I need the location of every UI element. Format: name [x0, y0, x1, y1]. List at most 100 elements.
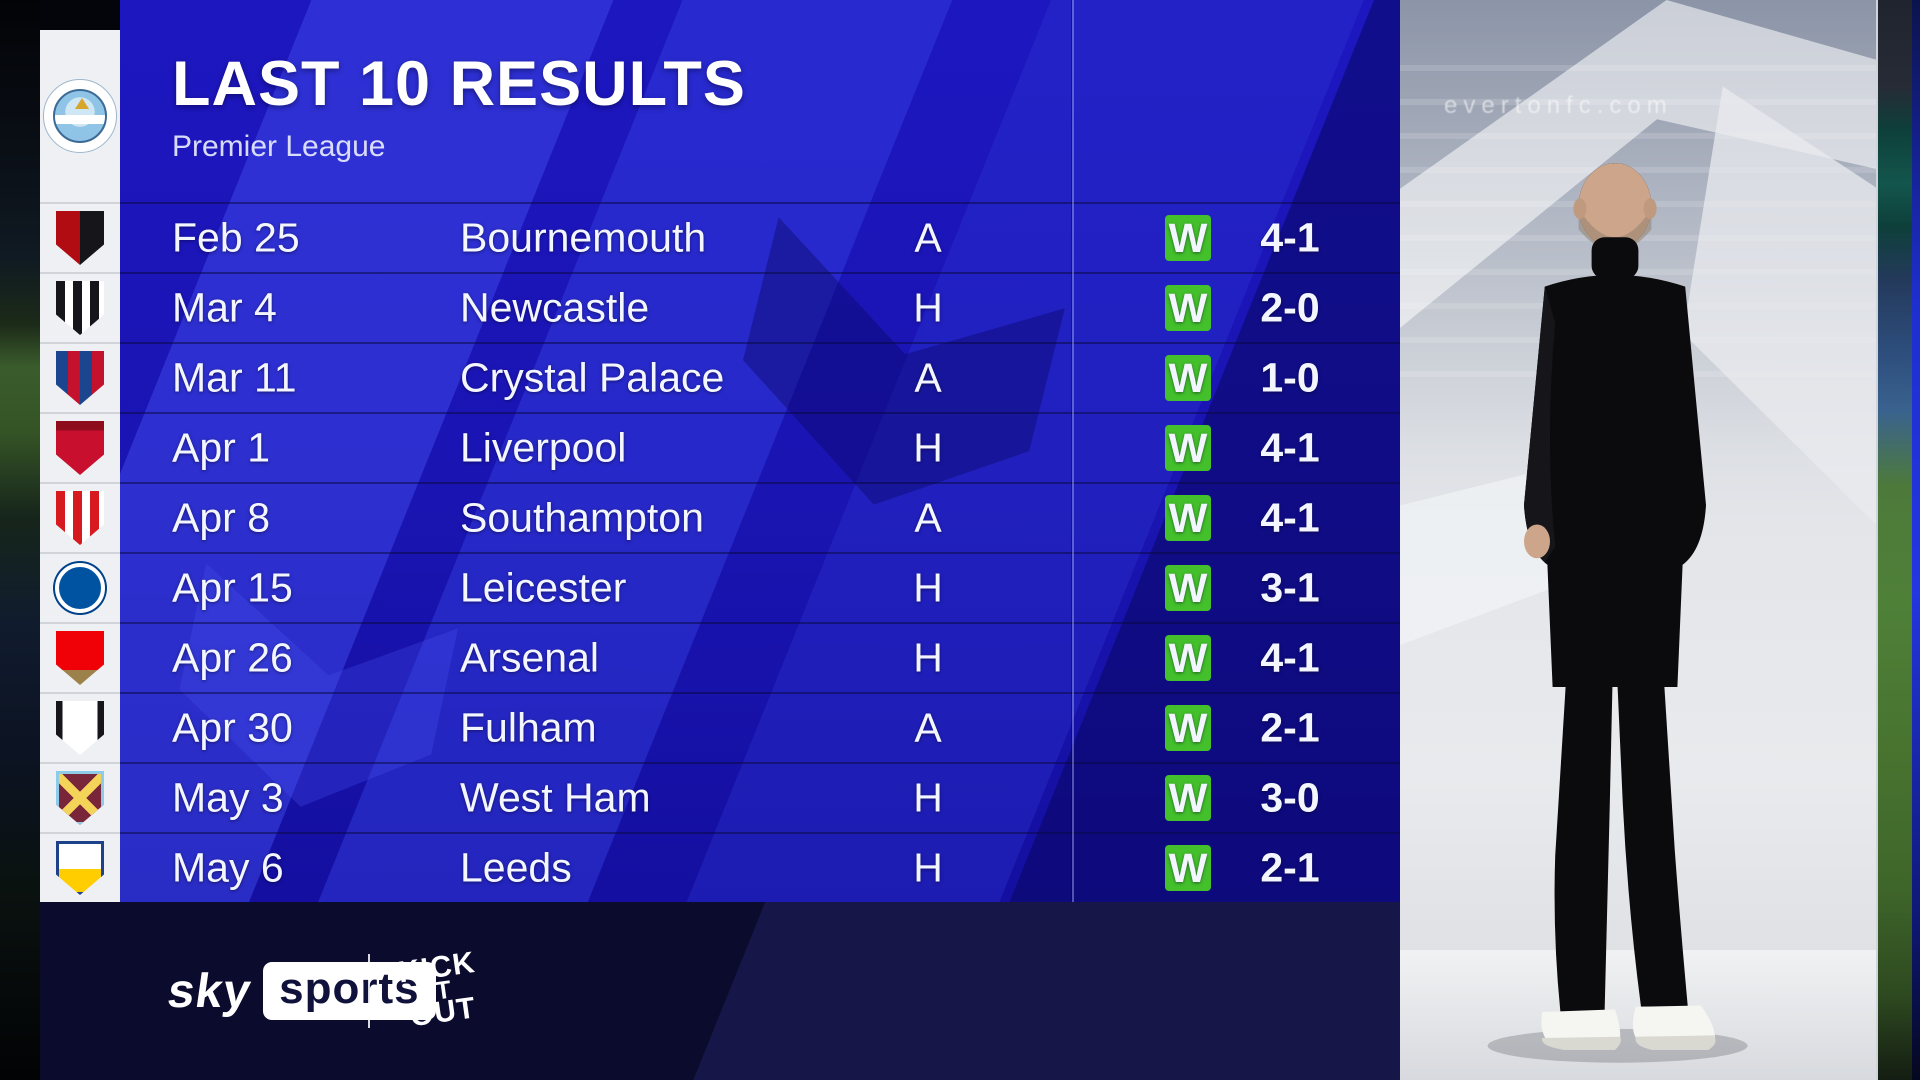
win-badge: W — [1165, 775, 1211, 821]
leeds-badge-icon — [56, 841, 104, 895]
stadium-watermark-text: evertonfc.com — [1444, 92, 1673, 119]
result-row: May 3 West Ham H W 3-0 — [120, 762, 1400, 832]
match-score: 2-0 — [1260, 284, 1320, 331]
crest-liverpool — [40, 412, 120, 482]
liverpool-badge-icon — [56, 421, 104, 475]
results-panel: LAST 10 RESULTS Premier League Feb 25 Bo… — [120, 0, 1400, 902]
match-score: 2-1 — [1260, 844, 1320, 891]
footer-strip: sky sports KICK IT OUT — [40, 902, 1400, 1080]
panel-header: LAST 10 RESULTS Premier League — [172, 48, 746, 164]
crest-arsenal — [40, 622, 120, 692]
page-title: LAST 10 RESULTS — [172, 49, 746, 119]
crest-crystal-palace — [40, 342, 120, 412]
win-badge: W — [1165, 635, 1211, 681]
result-row: Feb 25 Bournemouth A W 4-1 — [120, 202, 1400, 272]
home-away-indicator: A — [914, 214, 942, 261]
result-row: Apr 1 Liverpool H W 4-1 — [120, 412, 1400, 482]
team-crest-column — [40, 30, 120, 902]
match-score: 4-1 — [1260, 424, 1320, 471]
win-badge: W — [1165, 845, 1211, 891]
match-date: Apr 30 — [172, 704, 293, 751]
match-score: 3-0 — [1260, 774, 1320, 821]
win-badge: W — [1165, 705, 1211, 751]
footer-diagonal-band — [690, 902, 1400, 1080]
result-row: May 6 Leeds H W 2-1 — [120, 832, 1400, 902]
crest-leeds — [40, 832, 120, 902]
crest-west-ham — [40, 762, 120, 832]
opponent-name: Arsenal — [460, 634, 600, 681]
match-score: 4-1 — [1260, 214, 1320, 261]
match-score: 3-1 — [1260, 564, 1320, 611]
match-date: Apr 26 — [172, 634, 293, 681]
manager-figure — [1487, 163, 1748, 1063]
win-badge: W — [1165, 495, 1211, 541]
result-row: Apr 30 Fulham A W 2-1 — [120, 692, 1400, 762]
crest-manchester-city — [40, 30, 120, 202]
home-away-indicator: H — [913, 844, 943, 891]
west-ham-badge-icon — [56, 771, 104, 825]
column-divider-line — [1072, 0, 1074, 902]
crest-fulham — [40, 692, 120, 762]
sports-logo-word: sports — [279, 964, 420, 1013]
opponent-name: West Ham — [460, 774, 651, 821]
win-badge: W — [1165, 355, 1211, 401]
fulham-badge-icon — [56, 701, 104, 755]
home-away-indicator: A — [914, 704, 942, 751]
match-score: 4-1 — [1260, 634, 1320, 681]
opponent-name: Liverpool — [460, 424, 627, 471]
manchester-city-badge-icon — [43, 79, 117, 153]
opponent-name: Bournemouth — [460, 214, 707, 261]
home-away-indicator: H — [913, 634, 943, 681]
arsenal-badge-icon — [56, 631, 104, 685]
match-date: Mar 11 — [172, 354, 297, 401]
sports-logo-box: sports — [263, 962, 436, 1020]
sky-sports-logo: sky sports — [164, 962, 436, 1020]
home-away-indicator: H — [913, 424, 943, 471]
home-away-indicator: A — [914, 494, 942, 541]
manager-photo-area: evertonfc.com — [1400, 0, 1876, 1080]
match-date: Apr 8 — [172, 494, 270, 541]
match-date: Feb 25 — [172, 214, 300, 261]
crest-bournemouth — [40, 202, 120, 272]
match-score: 4-1 — [1260, 494, 1320, 541]
win-badge: W — [1165, 215, 1211, 261]
stadium-edge-right — [1876, 0, 1912, 1080]
match-date: Apr 15 — [172, 564, 293, 611]
sky-logo-word: sky — [164, 964, 255, 1018]
opponent-name: Leicester — [460, 564, 627, 611]
kick-it-out-logo: KICK IT OUT — [396, 946, 479, 1034]
match-date: May 3 — [172, 774, 284, 821]
page-subtitle: Premier League — [172, 130, 386, 163]
crystal-palace-badge-icon — [56, 351, 104, 405]
match-score: 1-0 — [1260, 354, 1320, 401]
result-row: Mar 11 Crystal Palace A W 1-0 — [120, 342, 1400, 412]
leicester-badge-icon — [55, 563, 105, 613]
stadium-edge-left — [0, 0, 40, 1080]
crest-column-cap — [40, 0, 120, 30]
opponent-name: Leeds — [460, 844, 572, 891]
win-badge: W — [1165, 285, 1211, 331]
footer-divider-line — [368, 954, 370, 1028]
crest-southampton — [40, 482, 120, 552]
southampton-badge-icon — [56, 491, 104, 545]
crest-newcastle — [40, 272, 120, 342]
bournemouth-badge-icon — [56, 211, 104, 265]
home-away-indicator: H — [913, 564, 943, 611]
result-row: Apr 26 Arsenal H W 4-1 — [120, 622, 1400, 692]
opponent-name: Crystal Palace — [460, 354, 725, 401]
newcastle-badge-icon — [56, 281, 104, 335]
results-rows: Feb 25 Bournemouth A W 4-1 Mar 4 Newcast… — [120, 202, 1400, 902]
opponent-name: Southampton — [460, 494, 704, 541]
crest-leicester — [40, 552, 120, 622]
result-row: Apr 15 Leicester H W 3-1 — [120, 552, 1400, 622]
home-away-indicator: H — [913, 284, 943, 331]
match-date: Apr 1 — [172, 424, 270, 471]
opponent-name: Newcastle — [460, 284, 650, 331]
result-row: Mar 4 Newcastle H W 2-0 — [120, 272, 1400, 342]
opponent-name: Fulham — [460, 704, 597, 751]
match-date: May 6 — [172, 844, 284, 891]
match-date: Mar 4 — [172, 284, 277, 331]
match-score: 2-1 — [1260, 704, 1320, 751]
home-away-indicator: H — [913, 774, 943, 821]
